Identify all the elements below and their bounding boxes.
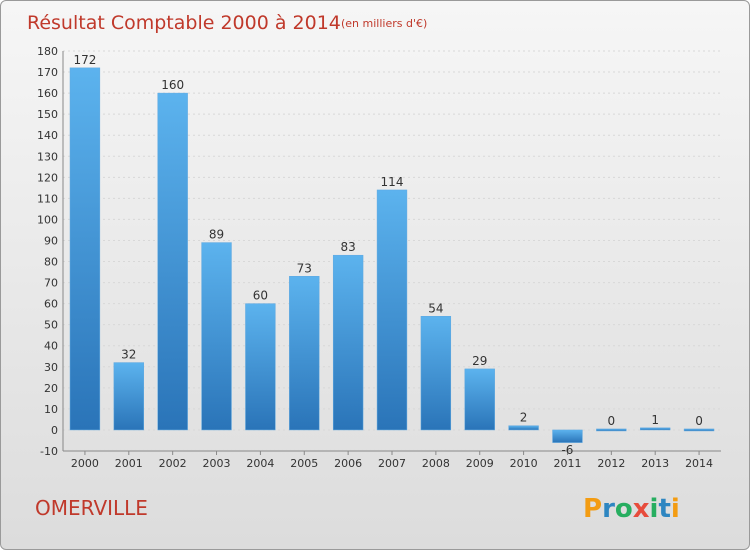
bar-2011	[552, 429, 583, 443]
bar-2006	[332, 254, 364, 431]
bars	[69, 67, 715, 443]
logo-letter: t	[658, 494, 670, 524]
bar-2002	[157, 92, 188, 431]
bar-2001	[113, 362, 144, 431]
data-label-2009: 29	[472, 354, 487, 368]
x-tick-label-2003: 2003	[203, 457, 231, 470]
x-tick-label-2007: 2007	[378, 457, 406, 470]
x-tick-label-2001: 2001	[115, 457, 143, 470]
bar-2012	[596, 428, 627, 432]
bar-2009	[464, 368, 495, 431]
x-tick-label-2006: 2006	[334, 457, 362, 470]
y-tick-label: 40	[44, 340, 58, 353]
y-tick-label: 110	[37, 192, 58, 205]
logo-letter: r	[602, 494, 615, 524]
y-tick-label: 10	[44, 403, 58, 416]
y-tick-label: 80	[44, 256, 58, 269]
y-tick-label: 150	[37, 108, 58, 121]
x-tick-label-2002: 2002	[159, 457, 187, 470]
bar-2007	[376, 189, 408, 431]
data-label-2006: 83	[340, 240, 355, 254]
y-tick-label: 160	[37, 87, 58, 100]
x-tick-label-2012: 2012	[597, 457, 625, 470]
chart-title: Résultat Comptable 2000 à 2014	[27, 12, 341, 34]
bar-2004	[245, 303, 276, 431]
data-label-2004: 60	[253, 289, 268, 303]
x-tick-label-2010: 2010	[510, 457, 538, 470]
y-tick-label: 130	[37, 150, 58, 163]
x-tick-label-2008: 2008	[422, 457, 450, 470]
y-tick-label: 60	[44, 298, 58, 311]
y-tick-label: 30	[44, 361, 58, 374]
bar-2013	[640, 427, 671, 431]
y-tick-label: 140	[37, 129, 58, 142]
bar-2005	[289, 276, 320, 431]
logo-letter: P	[583, 494, 602, 524]
x-tick-label-2009: 2009	[466, 457, 494, 470]
town-name: OMERVILLE	[35, 496, 148, 520]
data-label-2010: 2	[520, 411, 528, 425]
data-label-2005: 73	[297, 261, 312, 275]
data-label-2007: 114	[381, 175, 404, 189]
y-tick-label: 90	[44, 234, 58, 247]
data-label-2002: 160	[161, 78, 184, 92]
data-label-2001: 32	[121, 348, 136, 362]
y-tick-label: 20	[44, 382, 58, 395]
x-tick-label-2011: 2011	[553, 457, 581, 470]
x-tick-label-2005: 2005	[290, 457, 318, 470]
x-tick-label-2013: 2013	[641, 457, 669, 470]
bar-2003	[201, 242, 232, 431]
y-tick-label: 120	[37, 171, 58, 184]
y-tick-label: 70	[44, 277, 58, 290]
chart-subtitle: (en milliers d'€)	[341, 17, 427, 30]
logo-letter: i	[650, 494, 659, 524]
proxiti-logo: Proxiti	[583, 494, 680, 524]
data-label-2008: 54	[428, 301, 443, 315]
bar-2000	[69, 67, 101, 431]
y-tick-label: 50	[44, 319, 58, 332]
y-axis-ticks: -10 0 10 20 30 40 50 60 70 80 90 100 110 120 130 140 150…	[37, 45, 58, 458]
y-tick-label: 100	[37, 213, 58, 226]
x-axis-ticks: 2000 2001 2002 2003 2004 2005 2006 2007 2008 2009…	[71, 451, 713, 470]
data-label-2014: 0	[695, 414, 703, 428]
logo-letter: i	[671, 494, 680, 524]
data-label-2012: 0	[608, 414, 616, 428]
logo-letter: x	[633, 494, 650, 524]
data-label-2003: 89	[209, 228, 224, 242]
logo-letter: o	[615, 494, 633, 524]
x-tick-label-2004: 2004	[246, 457, 274, 470]
bar-2010	[508, 425, 539, 431]
y-tick-label: -10	[40, 445, 58, 458]
data-label-2013: 1	[651, 413, 659, 427]
bar-2014	[683, 428, 715, 432]
bar-2008	[420, 316, 452, 431]
x-tick-label-2014: 2014	[685, 457, 713, 470]
y-tick-label: 170	[37, 66, 58, 79]
x-tick-label-2000: 2000	[71, 457, 99, 470]
data-labels: 172 32 160 89 60 73 83 114 54 29 2 -6 0 1 0	[73, 53, 702, 457]
y-tick-label: 180	[37, 45, 58, 58]
data-label-2011: -6	[561, 443, 573, 457]
y-tick-label: 0	[51, 424, 58, 437]
data-label-2000: 172	[73, 53, 96, 67]
